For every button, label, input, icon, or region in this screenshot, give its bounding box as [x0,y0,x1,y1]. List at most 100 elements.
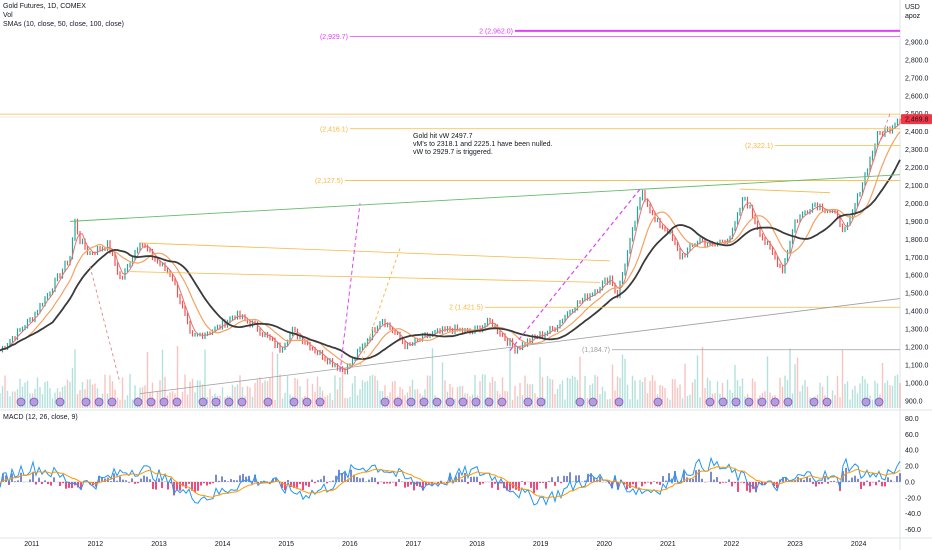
macd-histogram-bar [509,481,511,491]
macd-histogram-bar [218,480,220,482]
volume-bar [329,392,331,408]
macd-histogram-bar [98,475,100,482]
volume-bar [449,383,451,408]
volume-bar [696,355,699,408]
volume-bar [586,398,589,408]
volume-bar [184,374,186,408]
macd-histogram-bar [449,473,451,482]
volume-bar [676,387,679,408]
macd-legend[interactable]: MACD (12, 26, close, 9) [3,414,78,421]
y-axis-tick-label: 2,000.0 [905,201,928,208]
volume-bar [49,388,51,408]
macd-histogram-bar [716,477,718,482]
volume-bar [574,376,576,408]
symbol-title[interactable]: Gold Futures, 1D, COMEX [3,3,86,10]
volume-bar [264,380,266,408]
volume-bar [524,375,526,408]
volume-bar [319,386,321,408]
volume-legend[interactable]: Vol [3,12,13,19]
volume-bar [899,383,901,408]
chart-legend: Gold Futures, 1D, COMEX Vol SMAs (10, cl… [3,2,124,29]
volume-bar [284,392,286,408]
macd-histogram-bar [896,476,898,482]
macd-histogram-bar [47,481,49,485]
macd-histogram-bar [665,480,667,482]
volume-bar [636,399,639,408]
event-marker-icon [718,397,728,407]
volume-bar [19,378,21,408]
volume-bar [686,396,689,408]
macd-histogram-bar [533,481,535,494]
macd-histogram-bar [815,481,817,487]
volume-bar [786,380,789,408]
y-axis-tick-label: 1,300.0 [905,327,928,334]
macd-histogram-bar [206,481,208,486]
macd-histogram-bar [149,479,151,482]
macd-histogram-bar [65,481,67,489]
volume-bar [701,346,704,408]
macd-histogram-bar [305,481,307,486]
macd-histogram-bar [851,477,853,482]
volume-bar [511,399,514,408]
volume-bar [341,366,344,408]
macd-histogram-bar [161,481,163,489]
volume-bar [779,377,781,408]
macd-histogram-bar [515,481,517,490]
macd-histogram-bar [710,471,712,482]
macd-histogram-bar [44,480,46,482]
volume-bar [734,364,736,408]
macd-histogram-bar [404,481,406,488]
macd-histogram-bar [644,481,646,484]
annotation-note[interactable]: Gold hit vW 2497.7 vM's to 2318.1 and 22… [413,133,553,157]
volume-bar [479,381,481,408]
volume-bar [721,382,724,408]
macd-histogram-bar [614,476,616,482]
event-marker-icon [809,397,819,407]
macd-histogram-bar [413,481,415,491]
volume-bar [519,382,521,408]
macd-histogram-bar [71,481,73,489]
volume-bar [624,358,626,408]
event-marker-icon [653,397,663,407]
current-price-label[interactable]: 2,469.8 [905,117,928,124]
volume-bar [566,377,569,408]
volume-bar [694,379,696,408]
macd-histogram-bar [689,478,691,482]
macd-histogram-bar [221,476,223,482]
currency-label[interactable]: USD apoz [905,3,920,21]
macd-histogram-bar [470,476,472,482]
current-price-tag [901,114,932,125]
y-axis-tick-label: 2,300.0 [905,147,928,154]
volume-bar [884,383,886,408]
macd-histogram-bar [584,480,586,482]
volume-bar [821,386,824,408]
sma-legend[interactable]: SMAs (10, close, 50, close, 100, close) [3,21,124,28]
macd-histogram-bar [125,480,127,482]
volume-bar [336,389,339,408]
macd-histogram-bar [869,481,871,487]
volume-bar [684,363,686,408]
volume-bar [444,380,446,408]
event-marker-icon [757,397,767,407]
volume-bar [156,391,159,408]
volume-bar [54,392,56,408]
volume-bar [246,386,249,408]
volume-bar [736,380,739,408]
volume-bar [56,388,59,408]
volume-bar [164,376,166,408]
macd-histogram-bar [362,477,364,482]
volume-bar [729,390,731,408]
volume-bar [344,397,346,408]
macd-histogram-bar [626,481,628,490]
macd-histogram-bar [119,476,121,482]
macd-histogram-bar [335,475,337,482]
y-axis-tick-label: 1,500.0 [905,291,928,298]
volume-bar [346,398,349,408]
macd-histogram-bar [89,481,91,484]
macd-histogram-bar [548,481,550,482]
volume-bar [181,391,184,408]
macd-histogram-bar [245,476,247,482]
volume-bar [546,376,549,408]
volume-bar [621,354,624,408]
